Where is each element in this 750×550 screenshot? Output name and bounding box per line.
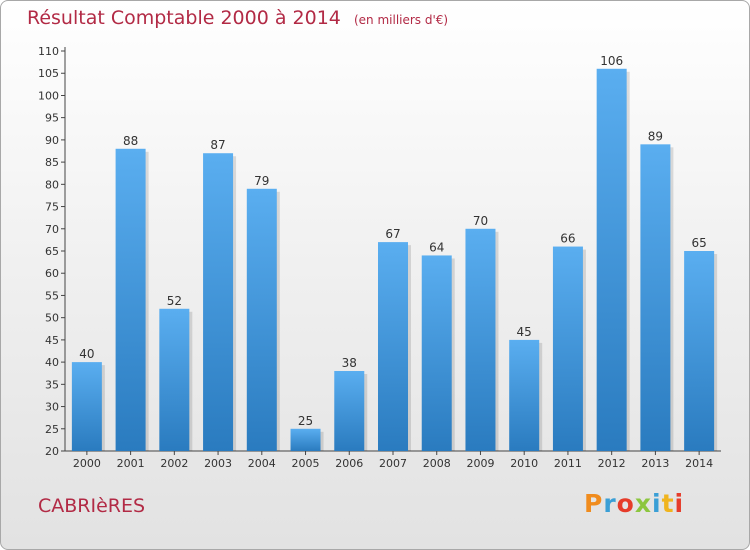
x-tick-label: 2005 [292, 457, 320, 470]
y-tick-label: 105 [38, 67, 59, 80]
x-tick-label: 2011 [554, 457, 582, 470]
y-tick-label: 45 [45, 334, 59, 347]
y-tick-label: 100 [38, 89, 59, 102]
y-tick-label: 70 [45, 223, 59, 236]
bar [246, 188, 277, 451]
data-label: 79 [254, 174, 269, 188]
data-label: 70 [473, 214, 488, 228]
bar [71, 362, 102, 451]
y-tick-label: 90 [45, 134, 59, 147]
bar [159, 308, 190, 451]
y-tick-label: 55 [45, 289, 59, 302]
data-label: 67 [385, 227, 400, 241]
logo-letter: t [661, 489, 675, 518]
data-label: 106 [600, 54, 623, 68]
logo-letter: o [616, 489, 635, 518]
x-tick-label: 2007 [379, 457, 407, 470]
y-tick-label: 65 [45, 245, 59, 258]
y-tick-label: 20 [45, 445, 59, 458]
proxiti-logo[interactable]: Proxiti [584, 489, 684, 518]
y-tick-label: 60 [45, 267, 59, 280]
bar [509, 339, 540, 451]
data-label: 65 [691, 236, 706, 250]
y-tick-label: 40 [45, 356, 59, 369]
logo-letter: P [584, 489, 604, 518]
data-label: 40 [79, 347, 94, 361]
place-name: CABRIèRES [38, 495, 146, 517]
x-tick-label: 2001 [117, 457, 145, 470]
data-label: 87 [210, 138, 225, 152]
bar [378, 242, 408, 451]
x-tick-label: 2014 [685, 457, 713, 470]
bar [640, 144, 671, 452]
x-tick-label: 2004 [248, 457, 276, 470]
logo-letter: r [603, 489, 617, 518]
data-label: 38 [342, 356, 357, 370]
x-tick-label: 2006 [335, 457, 363, 470]
y-tick-label: 35 [45, 378, 59, 391]
logo-letter: x [634, 489, 652, 518]
y-tick-label: 75 [45, 201, 59, 214]
bar [596, 68, 627, 452]
bars [71, 68, 718, 452]
y-tick-label: 80 [45, 178, 59, 191]
x-tick-label: 2003 [204, 457, 232, 470]
y-tick-label: 85 [45, 156, 59, 169]
bar [552, 246, 583, 451]
bar [115, 148, 146, 451]
x-tick-label: 2008 [423, 457, 451, 470]
chart-subtitle: (en milliers d'€) [353, 13, 449, 27]
x-tick-label: 2013 [641, 457, 669, 470]
x-tick-label: 2012 [598, 457, 626, 470]
data-label: 64 [429, 240, 444, 254]
y-tick-label: 110 [38, 45, 59, 58]
data-label: 88 [123, 134, 138, 148]
x-tick-label: 2010 [510, 457, 538, 470]
y-tick-label: 30 [45, 401, 59, 414]
data-label: 52 [167, 294, 182, 308]
bar [465, 228, 496, 451]
bar [290, 428, 321, 451]
data-label: 45 [517, 325, 532, 339]
bar [421, 255, 452, 451]
x-tick-label: 2002 [160, 457, 188, 470]
chart-title: Résultat Comptable 2000 à 2014 [27, 7, 341, 29]
y-tick-label: 95 [45, 112, 59, 125]
data-label: 25 [298, 414, 313, 428]
x-tick-label: 2000 [73, 457, 101, 470]
logo-letter: i [652, 489, 662, 518]
title-row: Résultat Comptable 2000 à 2014 (en milli… [27, 7, 448, 29]
data-label: 89 [648, 129, 663, 143]
x-tick-label: 2009 [466, 457, 494, 470]
data-labels: 40 88 52 87 79 25 38 67 64 70 45 66 106 89 65 [79, 54, 707, 428]
bar [684, 251, 715, 451]
y-tick-label: 25 [45, 423, 59, 436]
bar [203, 153, 234, 451]
bar [334, 371, 365, 451]
y-tick-label: 50 [45, 312, 59, 325]
logo-letter: i [674, 489, 685, 518]
data-label: 66 [560, 232, 575, 246]
